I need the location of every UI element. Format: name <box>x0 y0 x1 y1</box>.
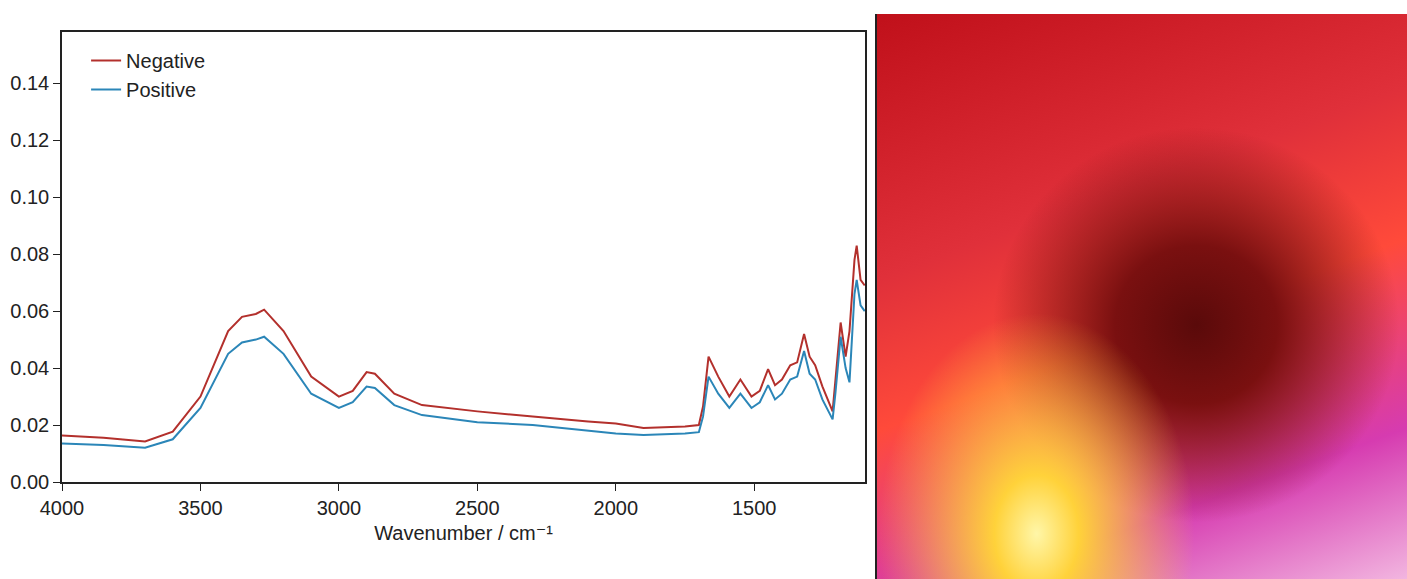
svg-text:4000: 4000 <box>40 497 85 519</box>
svg-text:0.14: 0.14 <box>10 72 49 94</box>
svg-text:0.02: 0.02 <box>10 414 49 436</box>
svg-text:0.12: 0.12 <box>10 129 49 151</box>
svg-text:Negative: Negative <box>126 50 205 72</box>
svg-text:0.08: 0.08 <box>10 243 49 265</box>
svg-text:1500: 1500 <box>732 497 777 519</box>
svg-text:Wavenumber / cm⁻¹: Wavenumber / cm⁻¹ <box>374 522 553 544</box>
svg-text:0.06: 0.06 <box>10 300 49 322</box>
svg-text:3000: 3000 <box>317 497 362 519</box>
svg-text:0.00: 0.00 <box>10 471 49 493</box>
svg-text:0.04: 0.04 <box>10 357 49 379</box>
svg-text:3500: 3500 <box>178 497 223 519</box>
svg-text:0.10: 0.10 <box>10 186 49 208</box>
svg-text:Positive: Positive <box>126 79 196 101</box>
svg-text:2500: 2500 <box>455 497 500 519</box>
svg-text:2000: 2000 <box>594 497 639 519</box>
